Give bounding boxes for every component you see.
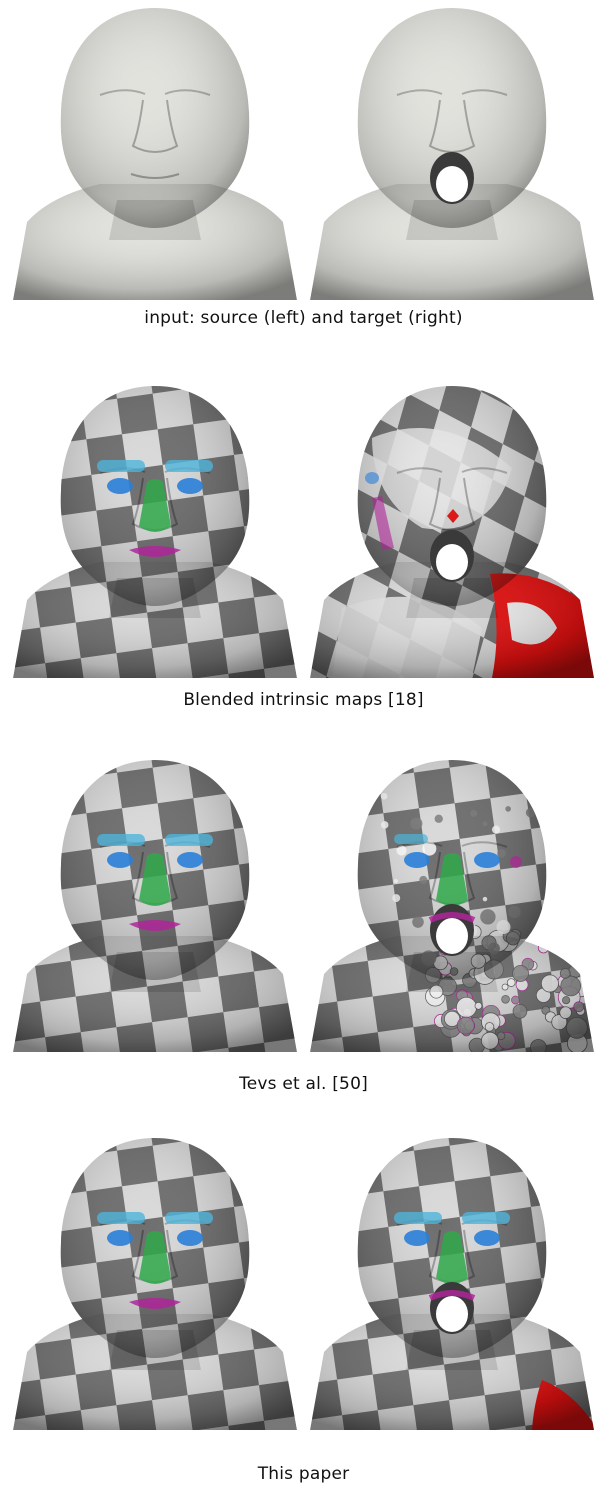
target-head-this-paper bbox=[302, 1130, 602, 1430]
figure-row-input: input: source (left) and target (right) bbox=[0, 0, 607, 340]
target-head-tevs bbox=[302, 752, 602, 1052]
figure-row-tevs: Tevs et al. [50] bbox=[0, 752, 607, 1094]
source-head-blended bbox=[5, 378, 305, 678]
caption-blended-intrinsic-maps: Blended intrinsic maps [18] bbox=[183, 690, 424, 710]
figure-row-blended-intrinsic-maps: Blended intrinsic maps [18] bbox=[0, 378, 607, 718]
source-head-this-paper bbox=[5, 1130, 305, 1430]
caption-this-paper: This paper bbox=[257, 1464, 350, 1484]
source-head-tevs bbox=[5, 752, 305, 1052]
target-head-blended bbox=[302, 378, 602, 678]
source-head-plain bbox=[5, 0, 305, 300]
caption-tevs: Tevs et al. [50] bbox=[239, 1074, 368, 1094]
caption-input: input: source (left) and target (right) bbox=[144, 308, 463, 328]
target-head-plain bbox=[302, 0, 602, 300]
figure-row-this-paper: This paper bbox=[0, 1130, 607, 1503]
